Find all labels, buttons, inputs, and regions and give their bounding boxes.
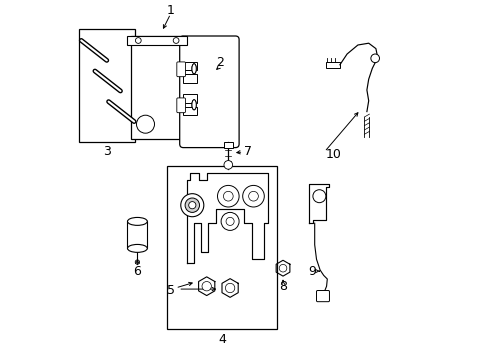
Text: 4: 4	[218, 333, 225, 346]
Bar	[181, 100, 194, 110]
Ellipse shape	[192, 64, 196, 74]
Text: 5: 5	[166, 284, 174, 297]
Bar	[127, 36, 186, 45]
Bar	[131, 36, 183, 139]
Bar	[183, 94, 197, 103]
Text: 2: 2	[216, 57, 224, 69]
Circle shape	[224, 161, 232, 169]
Text: 1: 1	[166, 4, 174, 17]
Bar	[325, 62, 339, 68]
Circle shape	[185, 198, 199, 212]
Circle shape	[217, 185, 239, 207]
Ellipse shape	[192, 64, 196, 74]
Bar	[181, 100, 194, 110]
Text: 9: 9	[307, 265, 315, 278]
Bar	[183, 74, 197, 83]
Text: 8: 8	[279, 280, 286, 293]
Circle shape	[202, 282, 211, 291]
Text: 3: 3	[102, 145, 110, 158]
Circle shape	[242, 185, 264, 207]
FancyBboxPatch shape	[177, 98, 185, 113]
Bar	[181, 64, 194, 74]
Bar	[79, 29, 134, 142]
Circle shape	[135, 37, 141, 43]
Circle shape	[136, 115, 154, 133]
FancyBboxPatch shape	[316, 291, 329, 302]
Circle shape	[225, 217, 234, 225]
Circle shape	[135, 260, 139, 264]
Text: 10: 10	[325, 148, 341, 161]
Ellipse shape	[127, 217, 147, 225]
Ellipse shape	[192, 100, 196, 110]
Circle shape	[223, 191, 233, 201]
Ellipse shape	[192, 100, 196, 110]
Circle shape	[225, 283, 234, 293]
Bar	[183, 107, 197, 115]
Ellipse shape	[127, 244, 147, 252]
Circle shape	[221, 212, 239, 230]
Bar	[167, 166, 276, 329]
Circle shape	[181, 194, 203, 217]
Circle shape	[248, 191, 258, 201]
Circle shape	[312, 190, 325, 203]
Circle shape	[188, 202, 196, 209]
Text: 7: 7	[244, 145, 252, 158]
Circle shape	[370, 54, 379, 63]
Bar	[183, 62, 197, 70]
Circle shape	[173, 37, 179, 43]
FancyBboxPatch shape	[179, 36, 239, 148]
Bar	[127, 221, 147, 248]
Circle shape	[279, 264, 286, 272]
Bar	[224, 142, 232, 148]
FancyBboxPatch shape	[177, 62, 185, 77]
Bar	[181, 64, 194, 74]
Text: 6: 6	[133, 265, 141, 278]
